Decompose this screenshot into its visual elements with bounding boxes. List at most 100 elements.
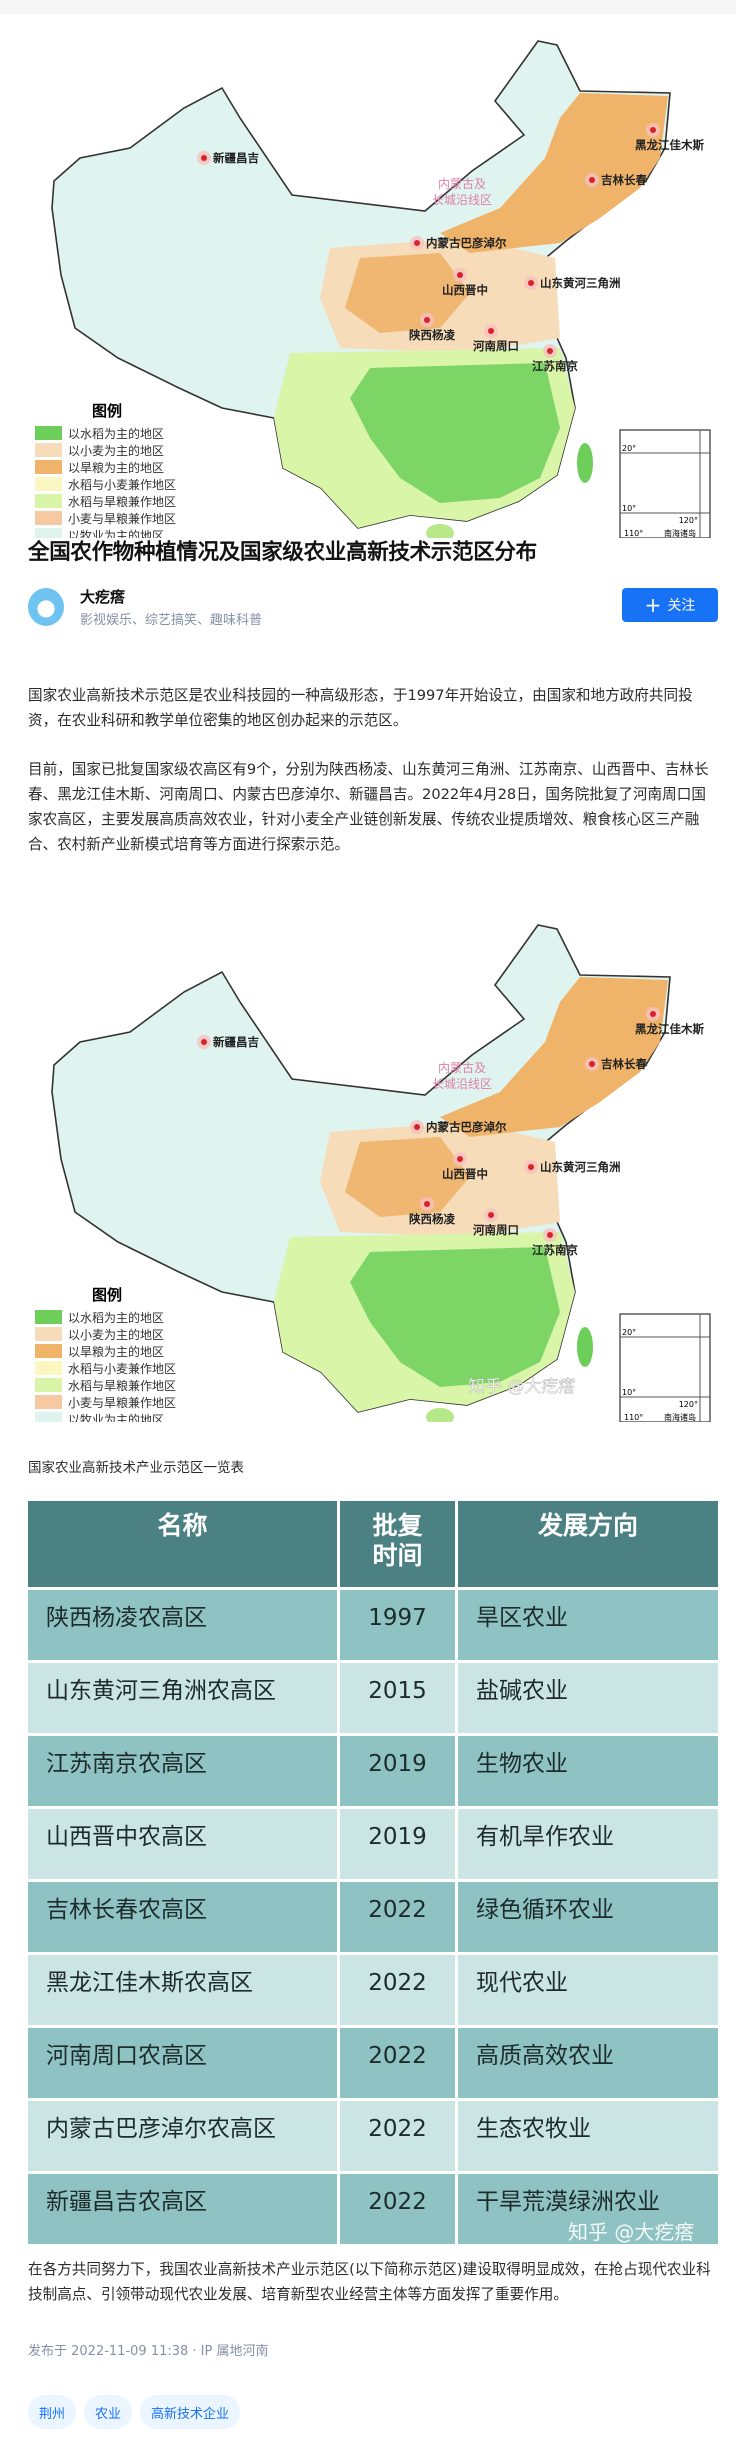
table-row: 吉林长春农高区 2022 绿色循环农业 (28, 1882, 718, 1952)
cell-year-text: 1997 (368, 1605, 427, 1631)
legend-label: 以水稻为主的地区 (68, 1310, 164, 1325)
crop-map-image-2: 内蒙古及 长城沿线区 新疆昌吉 黑龙江佳木斯 吉林长春 内蒙古巴彦淖尔 山西晋中 山东黄河三角… (0, 892, 736, 1422)
cell-year-text: 2022 (368, 1970, 427, 1996)
inset-lat: 10° (622, 504, 636, 513)
legend-label: 小麦与旱粮兼作地区 (68, 1395, 176, 1410)
inset-name: 南海诸岛 (664, 1412, 696, 1422)
legend-label: 水稻与旱粮兼作地区 (68, 494, 176, 509)
cell-year: 2019 (340, 1809, 455, 1879)
site-label: 黑龙江佳木斯 (635, 1022, 704, 1036)
site-label: 新疆昌吉 (213, 151, 259, 165)
cell-name-text: 新疆昌吉农高区 (46, 2189, 207, 2215)
cell-name-text: 山东黄河三角洲农高区 (46, 1678, 276, 1704)
site-dot (528, 280, 534, 286)
site-dot (488, 1212, 494, 1218)
table-caption: 国家农业高新技术产业示范区一览表 (28, 1460, 244, 1476)
cell-name: 新疆昌吉农高区 (28, 2174, 337, 2244)
paragraph-conclusion: 在各方共同努力下，我国农业高新技术产业示范区(以下简称示范区)建设取得明显成效，… (28, 2261, 711, 2303)
table-row: 黑龙江佳木斯农高区 2022 现代农业 (28, 1955, 718, 2025)
site-dot (547, 348, 553, 354)
legend-label: 水稻与旱粮兼作地区 (68, 1378, 176, 1393)
header-direction-text: 发展方向 (537, 1511, 638, 1540)
cell-name: 内蒙古巴彦淖尔农高区 (28, 2101, 337, 2171)
inset-lon: 120° (679, 516, 698, 525)
tag-item[interactable]: 荆州 (28, 2395, 77, 2429)
rice-region (350, 363, 560, 503)
crop-map-image: 内蒙古及 长城沿线区 新疆昌吉 黑龙江佳木斯 吉林长春 内蒙古巴彦淖尔 山西晋中 山东黄河三角… (0, 8, 736, 538)
site-dot (650, 127, 656, 133)
table-row: 河南周口农高区 2022 高质高效农业 (28, 2028, 718, 2098)
site-dot (414, 240, 420, 246)
inset-lon: 110° (624, 529, 643, 538)
legend-swatch (35, 426, 62, 440)
region-label: 内蒙古及 (438, 1060, 486, 1075)
region-label: 长城沿线区 (432, 193, 492, 207)
legend-label: 以牧业为主的地区 (68, 1412, 164, 1422)
cell-direction-text: 高质高效农业 (476, 2043, 614, 2069)
dry-grain-loess (345, 1137, 470, 1217)
site-dot (589, 177, 595, 183)
cell-year-text: 2019 (368, 1751, 427, 1777)
legend-label: 以小麦为主的地区 (68, 1327, 164, 1342)
cell-name: 山西晋中农高区 (28, 1809, 337, 1879)
legend-swatch (35, 1378, 62, 1392)
tag-item[interactable]: 农业 (84, 2395, 133, 2429)
avatar[interactable] (28, 588, 64, 626)
cell-year: 2022 (340, 2174, 455, 2244)
legend-title: 图例 (92, 1286, 122, 1304)
site-dot (528, 1164, 534, 1170)
site-dot (457, 1156, 463, 1162)
legend-label: 水稻与小麦兼作地区 (68, 478, 176, 492)
cell-year: 2015 (340, 1663, 455, 1733)
cell-name-text: 江苏南京农高区 (46, 1751, 207, 1777)
cell-name: 山东黄河三角洲农高区 (28, 1663, 337, 1733)
site-label: 山东黄河三角洲 (540, 276, 621, 290)
inset-lat: 20° (622, 1328, 636, 1337)
follow-button[interactable]: + 关注 (622, 588, 718, 622)
site-label: 江苏南京 (532, 359, 578, 373)
dry-grain-region (440, 977, 668, 1137)
cell-name-text: 山西晋中农高区 (46, 1824, 207, 1850)
header-name-text: 名称 (157, 1511, 208, 1540)
site-label: 吉林长春 (601, 173, 647, 187)
cell-year: 2022 (340, 2028, 455, 2098)
legend-swatch (35, 1412, 62, 1422)
cell-name-text: 黑龙江佳木斯农高区 (46, 1970, 253, 1996)
site-dot (650, 1011, 656, 1017)
cell-year: 2022 (340, 1882, 455, 1952)
legend-label: 小麦与旱粮兼作地区 (68, 511, 176, 526)
table-row: 山西晋中农高区 2019 有机旱作农业 (28, 1809, 718, 1879)
cell-direction-text: 生态农牧业 (476, 2116, 591, 2142)
header-direction: 发展方向 (458, 1501, 718, 1587)
inset-name: 南海诸岛 (664, 528, 696, 538)
cell-direction: 盐碱农业 (458, 1663, 718, 1733)
cell-year-text: 2019 (368, 1824, 427, 1850)
cell-direction-text: 绿色循环农业 (476, 1897, 614, 1923)
cell-year-text: 2022 (368, 1897, 427, 1923)
taiwan (577, 443, 593, 483)
cell-name: 河南周口农高区 (28, 2028, 337, 2098)
legend-swatch (35, 443, 62, 457)
legend-label: 以牧业为主的地区 (68, 528, 164, 538)
tag-item[interactable]: 高新技术企业 (140, 2395, 241, 2429)
inset-lon: 110° (624, 1413, 643, 1422)
legend-swatch (35, 1361, 62, 1375)
inset-lat: 10° (622, 1388, 636, 1397)
inset-box (619, 1313, 711, 1422)
cell-direction: 生态农牧业 (458, 2101, 718, 2171)
site-label: 山东黄河三角洲 (540, 1160, 621, 1174)
cell-direction: 绿色循环农业 (458, 1882, 718, 1952)
legend-swatch (35, 528, 62, 538)
site-label: 山西晋中 (442, 283, 488, 297)
cell-direction: 干旱荒漠绿洲农业 (458, 2174, 718, 2244)
author-name[interactable]: 大疙瘩 (80, 588, 126, 606)
legend-swatch (35, 1344, 62, 1358)
site-label: 陕西杨凌 (409, 328, 455, 342)
legend-swatch (35, 1327, 62, 1341)
cell-name: 黑龙江佳木斯农高区 (28, 1955, 337, 2025)
cell-direction-text: 现代农业 (476, 1970, 568, 1996)
site-label: 江苏南京 (532, 1243, 578, 1257)
legend-label: 以小麦为主的地区 (68, 443, 164, 458)
taiwan (577, 1327, 593, 1367)
article-title: 全国农作物种植情况及国家级农业高新技术示范区分布 (28, 540, 537, 565)
